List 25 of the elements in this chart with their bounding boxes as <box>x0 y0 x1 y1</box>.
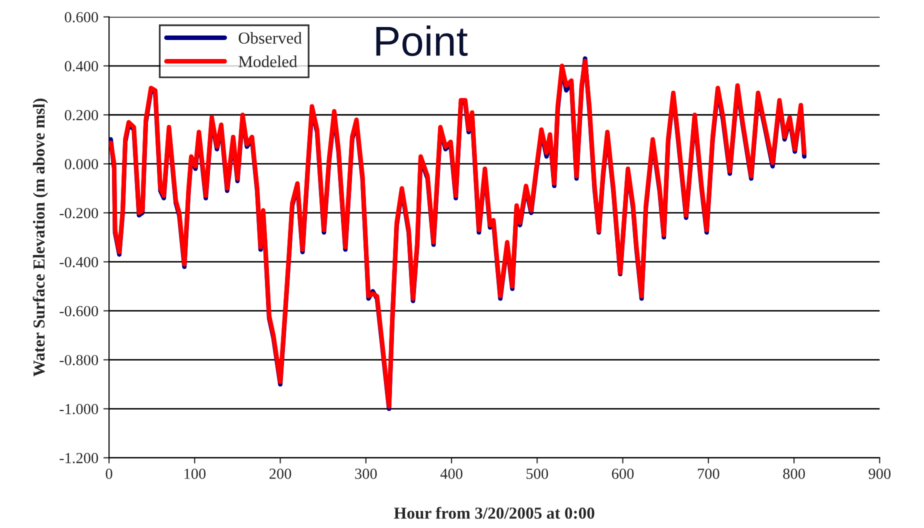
x-tick-label: 100 <box>184 468 206 479</box>
y-tick-label: -0.200 <box>60 208 98 218</box>
x-tick-label: 600 <box>612 468 634 479</box>
y-tick-label: 0.400 <box>64 61 98 72</box>
y-tick-label: -0.600 <box>60 306 98 316</box>
x-tick-label: 800 <box>783 468 805 479</box>
chart-title: Point <box>376 25 468 56</box>
y-tick-label: -0.800 <box>60 354 98 366</box>
y-tick-label: -1.200 <box>60 452 98 464</box>
x-tick-label: 0 <box>106 468 112 479</box>
x-tick-label: 500 <box>526 468 548 479</box>
y-tick-label: -0.400 <box>60 256 98 268</box>
legend-label: Modeled <box>238 56 298 68</box>
x-tick-label: 400 <box>440 468 462 479</box>
y-axis-title: Water Surface Elevation (m above msl) <box>32 98 48 377</box>
y-tick-label: 0.600 <box>64 12 98 22</box>
x-tick-label: 900 <box>868 468 891 479</box>
legend-label: Observed <box>238 32 302 44</box>
y-tick-label: 0.000 <box>64 158 98 170</box>
y-tick-label: 0.200 <box>64 110 98 120</box>
x-axis-title: Hour from 3/20/2005 at 0:00 <box>394 506 594 519</box>
x-tick-label: 700 <box>698 468 720 479</box>
y-tick-label: -1.000 <box>60 404 98 414</box>
x-tick-label: 300 <box>355 468 377 479</box>
x-tick-label: 200 <box>269 468 292 479</box>
